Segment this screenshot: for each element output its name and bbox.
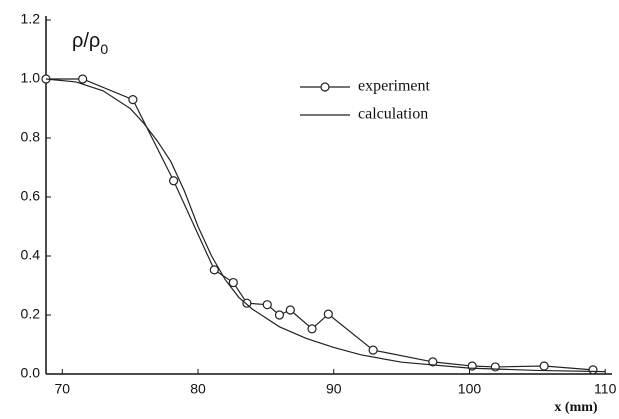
data-point (78, 74, 88, 84)
data-point (368, 345, 378, 355)
data-point (588, 365, 598, 375)
y-tick-label: 0.8 (21, 129, 41, 145)
data-point (262, 300, 272, 310)
x-tick-label: 80 (190, 381, 206, 397)
data-point (228, 277, 238, 288)
y-tick-label: 0.4 (21, 247, 41, 263)
y-label-main: ρ/ρ (72, 30, 100, 52)
data-point (428, 357, 438, 367)
y-tick-label: 1.2 (21, 11, 41, 27)
x-tick-label: 90 (326, 381, 342, 397)
x-tick-label: 100 (458, 381, 482, 397)
x-axis-label: x (mm) (554, 400, 597, 415)
data-point (307, 324, 317, 334)
y-label-sub: 0 (100, 41, 108, 57)
y-tick-label: 0.0 (21, 365, 41, 381)
data-point (490, 362, 500, 372)
legend-label: experiment (358, 78, 431, 95)
data-point (242, 298, 252, 308)
data-point (323, 309, 333, 319)
legend-label: calculation (358, 106, 428, 123)
y-tick-label: 1.0 (21, 70, 41, 86)
y-tick-label: 0.2 (21, 306, 41, 322)
data-point (128, 95, 138, 105)
legend-marker (320, 82, 330, 92)
data-point (209, 265, 219, 275)
x-tick-label: 70 (54, 381, 70, 397)
data-point (274, 310, 285, 320)
series-line (46, 78, 594, 371)
data-point (168, 176, 179, 186)
data-point (539, 361, 549, 371)
data-point (285, 305, 295, 315)
series-line (45, 78, 606, 373)
y-axis-label: ρ/ρ0 (72, 30, 108, 56)
x-tick-label: 110 (594, 381, 617, 397)
y-tick-label: 0.6 (21, 188, 41, 204)
